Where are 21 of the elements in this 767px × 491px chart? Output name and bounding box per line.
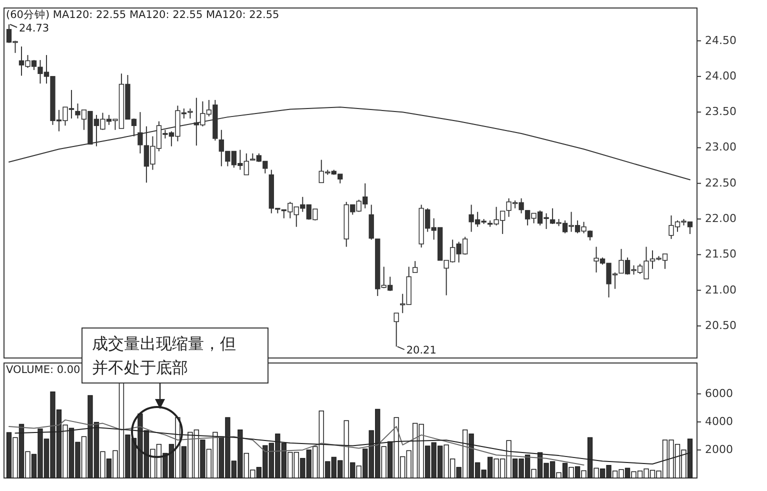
y-tick-label: 22.50 [705,176,736,190]
y-tick-label: 22.00 [705,212,736,226]
chart-title: (60分钟) MA120: 22.55 MA120: 22.55 MA120: 22.55 [6,9,280,21]
y-tick-label: 24.00 [705,69,736,82]
candlestick [412,260,418,273]
y-tick-label: 23.50 [705,105,736,118]
line-series [8,419,584,466]
y-tick-label: 21.50 [705,248,736,261]
candlestick [394,312,399,348]
y-tick-label: 6000 [705,386,733,400]
y-tick-label: 2000 [705,442,733,456]
annotation: 20.21 [406,344,436,356]
y-tick-label: 21.00 [705,283,736,296]
y-tick-label: 20.50 [705,318,736,332]
y-tick-label: 4000 [705,414,733,428]
candlestick [368,204,374,240]
y-tick-label: 24.50 [705,34,736,47]
annotation: 24.73 [19,22,50,34]
y-tick-label: 23.00 [705,140,736,154]
chart-title: VOLUME: 0.00 [6,364,80,376]
annotation: 成交量出现缩量，但并不处于底部 [92,334,236,377]
